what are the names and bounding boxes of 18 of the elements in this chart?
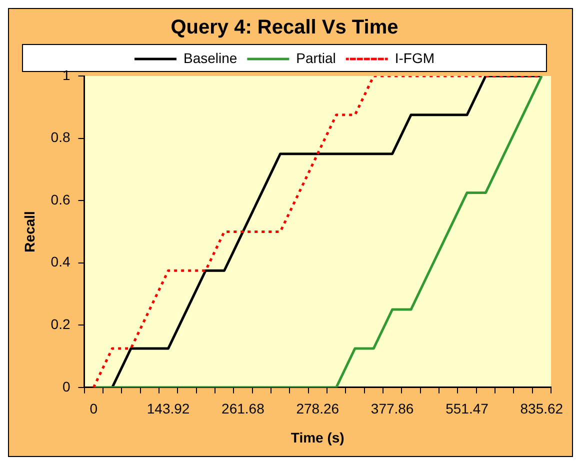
x-tick-label: 835.62 — [520, 400, 564, 417]
legend-label: Partial — [296, 50, 336, 66]
x-tick-label: 0 — [90, 400, 98, 417]
y-tick-label: 0.6 — [50, 191, 70, 208]
y-axis-title: Recall — [21, 211, 38, 252]
chart-title: Query 4: Recall Vs Time — [170, 16, 398, 39]
y-tick-label: 0.2 — [50, 316, 70, 332]
x-tick-label: 143.92 — [146, 400, 190, 417]
x-tick-label: 377.86 — [370, 400, 414, 417]
y-tick-label: 0 — [62, 378, 70, 394]
legend-label: I-FGM — [394, 50, 435, 66]
legend-label: Baseline — [183, 50, 238, 66]
x-tick-label: 261.68 — [222, 400, 265, 417]
x-tick-label: 278.26 — [296, 400, 340, 417]
y-tick-label: 0.4 — [50, 254, 70, 270]
x-axis-title: Time (s) — [290, 429, 344, 446]
x-tick-label: 551.47 — [446, 400, 489, 417]
y-tick-label: 0.8 — [50, 129, 70, 146]
